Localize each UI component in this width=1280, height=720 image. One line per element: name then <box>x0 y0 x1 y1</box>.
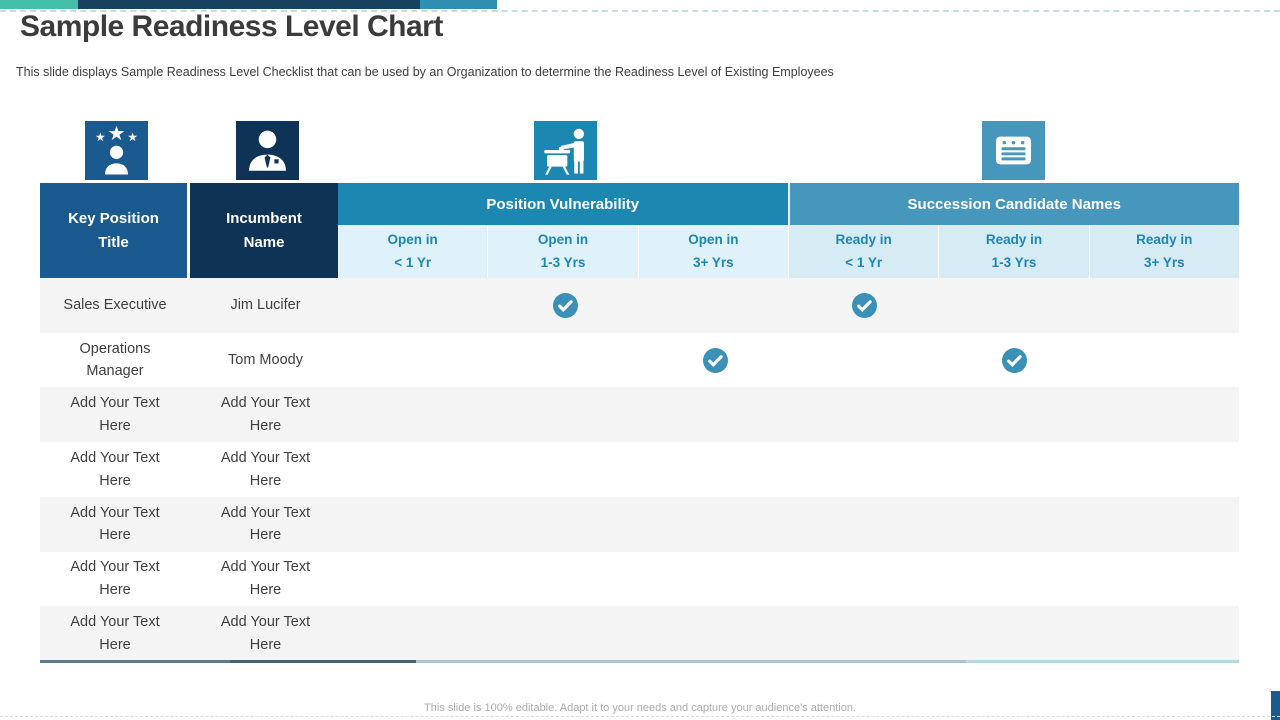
check-cell <box>341 497 491 552</box>
presenter-at-podium-icon <box>534 121 597 180</box>
table-bottom-border <box>966 660 1239 663</box>
check-cell <box>940 606 1090 661</box>
check-cell <box>491 442 641 497</box>
table-bottom-border <box>40 660 230 663</box>
check-cell <box>790 333 940 388</box>
check-cell <box>940 278 1090 333</box>
check-cell <box>790 606 940 661</box>
table-row: Add Your Text Here Add Your Text Here <box>40 606 1239 662</box>
check-cell <box>640 387 790 442</box>
placeholder-text-cell[interactable]: Add Your Text Here <box>220 450 311 489</box>
table-bottom-border <box>230 660 416 663</box>
header-groups: Position Vulnerability Succession Candid… <box>338 183 1239 278</box>
check-cell <box>1089 387 1239 442</box>
placeholder-text-cell[interactable]: Add Your Text Here <box>70 559 160 598</box>
check-cell <box>790 442 940 497</box>
check-cell <box>1089 333 1239 388</box>
placeholder-text-cell[interactable]: Add Your Text Here <box>70 450 160 489</box>
check-cell <box>1089 442 1239 497</box>
check-cell <box>341 442 491 497</box>
subheader-open-1-3yrs: Open in 1-3 Yrs <box>488 225 639 278</box>
topbar-teal-segment <box>0 0 78 9</box>
header-incumbent-name: Incumbent Name <box>190 183 338 278</box>
page-title: Sample Readiness Level Chart <box>20 10 443 43</box>
check-cell <box>491 387 641 442</box>
check-icon <box>702 347 728 373</box>
check-cell <box>640 606 790 661</box>
subheader-ready-1-3yrs: Ready in 1-3 Yrs <box>939 225 1090 278</box>
check-cell <box>790 387 940 442</box>
table-row: Add Your Text Here Add Your Text Here <box>40 387 1239 443</box>
table-row: Add Your Text Here Add Your Text Here <box>40 551 1239 607</box>
placeholder-text-cell[interactable]: Add Your Text Here <box>220 559 311 598</box>
check-icon <box>852 292 878 318</box>
placeholder-text-cell[interactable]: Add Your Text Here <box>70 395 160 434</box>
placeholder-text-cell[interactable]: Add Your Text Here <box>220 504 311 544</box>
table-bottom-border <box>416 660 966 663</box>
placeholder-text-cell[interactable]: Add Your Text Here <box>220 395 311 434</box>
table-header: Key Position Title Incumbent Name Positi… <box>40 183 1239 278</box>
check-icon <box>553 292 578 318</box>
check-cell <box>940 497 1090 552</box>
check-cell <box>640 333 790 388</box>
top-dashed-guide <box>0 10 1280 12</box>
check-cell <box>940 552 1090 607</box>
table-row: Sales Executive Jim Lucifer <box>40 278 1239 333</box>
subheader-row: Open in < 1 Yr Open in 1-3 Yrs Open in 3… <box>338 225 1239 278</box>
notes-list-icon <box>982 121 1045 180</box>
check-cell <box>640 552 790 607</box>
check-cell <box>341 606 491 661</box>
check-cell <box>940 333 1090 388</box>
corner-accent-bar <box>1271 691 1280 720</box>
check-cell <box>491 333 641 388</box>
header-succession-candidate-names: Succession Candidate Names <box>789 183 1239 225</box>
table-row: Operations Manager Tom Moody <box>40 332 1239 388</box>
subheader-open-lt1yr: Open in < 1 Yr <box>338 225 489 278</box>
check-cell <box>640 442 790 497</box>
position-title-cell: Sales Executive <box>63 297 167 314</box>
businessperson-icon <box>236 121 299 180</box>
check-cell <box>341 387 491 442</box>
topbar-navy-segment <box>78 0 420 9</box>
check-cell <box>790 552 940 607</box>
table-row: Add Your Text Here Add Your Text Here <box>40 496 1239 552</box>
check-cell <box>1089 278 1239 333</box>
editable-note-footer: This slide is 100% editable. Adapt it to… <box>424 702 856 714</box>
check-cell <box>790 278 940 333</box>
check-cell <box>640 278 790 333</box>
subheader-open-3plus-yrs: Open in 3+ Yrs <box>638 225 789 278</box>
check-cell <box>491 606 641 661</box>
bottom-dashed-guide <box>0 716 1280 717</box>
check-cell <box>940 387 1090 442</box>
check-cell <box>1089 606 1239 661</box>
check-cell <box>491 552 641 607</box>
person-with-stars-icon <box>85 121 148 180</box>
readiness-table: Key Position Title Incumbent Name Positi… <box>40 183 1239 662</box>
check-cell <box>341 333 491 388</box>
check-cell <box>1089 552 1239 607</box>
check-cell <box>940 442 1090 497</box>
header-position-vulnerability: Position Vulnerability <box>338 183 790 225</box>
check-icon <box>1002 347 1028 373</box>
placeholder-text-cell[interactable]: Add Your Text Here <box>70 504 160 544</box>
check-cell <box>491 278 641 333</box>
check-cell <box>640 497 790 552</box>
header-key-position-title: Key Position Title <box>40 183 190 278</box>
check-cell <box>491 497 641 552</box>
position-title-cell: Operations Manager <box>79 340 151 380</box>
topbar-blue-segment <box>420 0 497 9</box>
check-cell <box>341 552 491 607</box>
check-cell <box>341 278 491 333</box>
placeholder-text-cell[interactable]: Add Your Text Here <box>220 614 311 653</box>
placeholder-text-cell[interactable]: Add Your Text Here <box>70 614 160 653</box>
incumbent-name-cell: Jim Lucifer <box>230 297 301 314</box>
table-row: Add Your Text Here Add Your Text Here <box>40 442 1239 497</box>
check-cell <box>1089 497 1239 552</box>
subheader-ready-3plus-yrs: Ready in 3+ Yrs <box>1089 225 1239 278</box>
check-cell <box>790 497 940 552</box>
slide-subtitle: This slide displays Sample Readiness Lev… <box>16 65 834 79</box>
subheader-ready-lt1yr: Ready in < 1 Yr <box>788 225 940 278</box>
incumbent-name-cell: Tom Moody <box>228 351 303 368</box>
